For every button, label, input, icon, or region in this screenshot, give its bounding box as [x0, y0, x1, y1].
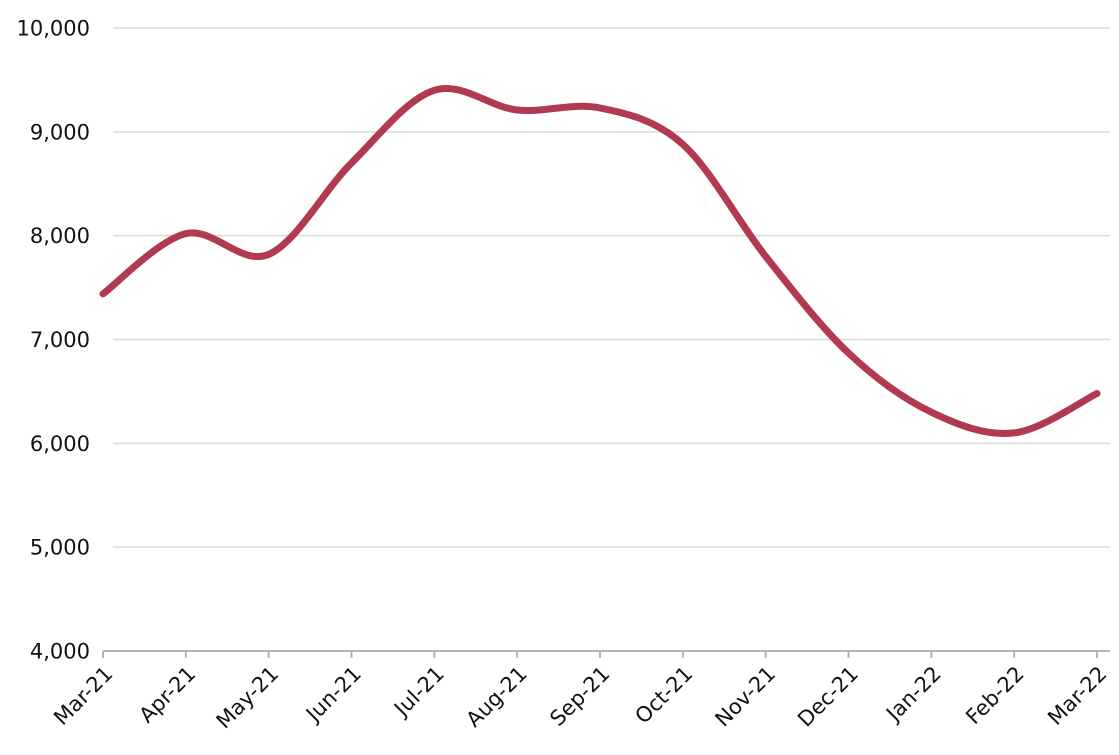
y-axis-tick-label: 4,000	[30, 640, 90, 664]
x-axis-tick-label: Feb-22	[961, 662, 1029, 730]
x-axis-tick-label: Jun-21	[300, 662, 366, 728]
y-axis-labels: 10,000 9,000 8,000 7,000 6,000 5,000 4,000	[17, 17, 90, 664]
x-axis-tick-label: Dec-21	[793, 662, 863, 732]
x-axis-tick-label: Mar-21	[49, 662, 117, 730]
data-series-line	[99, 85, 1101, 437]
x-axis-tick-label: Nov-21	[710, 662, 780, 732]
x-axis-tick-label: Aug-21	[461, 662, 531, 732]
x-axis-tick-label: Mar-22	[1043, 662, 1111, 730]
gridlines	[113, 27, 1110, 548]
y-axis-tick-label: 10,000	[17, 17, 90, 41]
x-axis-tick-label: Sep-21	[545, 662, 614, 731]
x-axis-tick-label: Apr-21	[134, 662, 200, 728]
x-axis-labels: Mar-21 Apr-21 May-21 Jun-21 Jul-21 Aug-21 Sep-…	[49, 662, 1111, 734]
x-axis-tick-label: Jul-21	[388, 662, 449, 723]
y-axis-tick-label: 8,000	[30, 224, 90, 248]
x-axis-tick-label: Oct-21	[630, 662, 697, 729]
y-axis-tick-label: 6,000	[30, 432, 90, 456]
y-axis-tick-label: 7,000	[30, 328, 90, 352]
y-axis-tick-label: 5,000	[30, 536, 90, 560]
x-axis	[102, 650, 1110, 658]
y-axis-tick-label: 9,000	[30, 120, 90, 144]
x-axis-tick-label: May-21	[212, 662, 284, 734]
x-axis-tick-label: Jan-22	[880, 662, 946, 728]
